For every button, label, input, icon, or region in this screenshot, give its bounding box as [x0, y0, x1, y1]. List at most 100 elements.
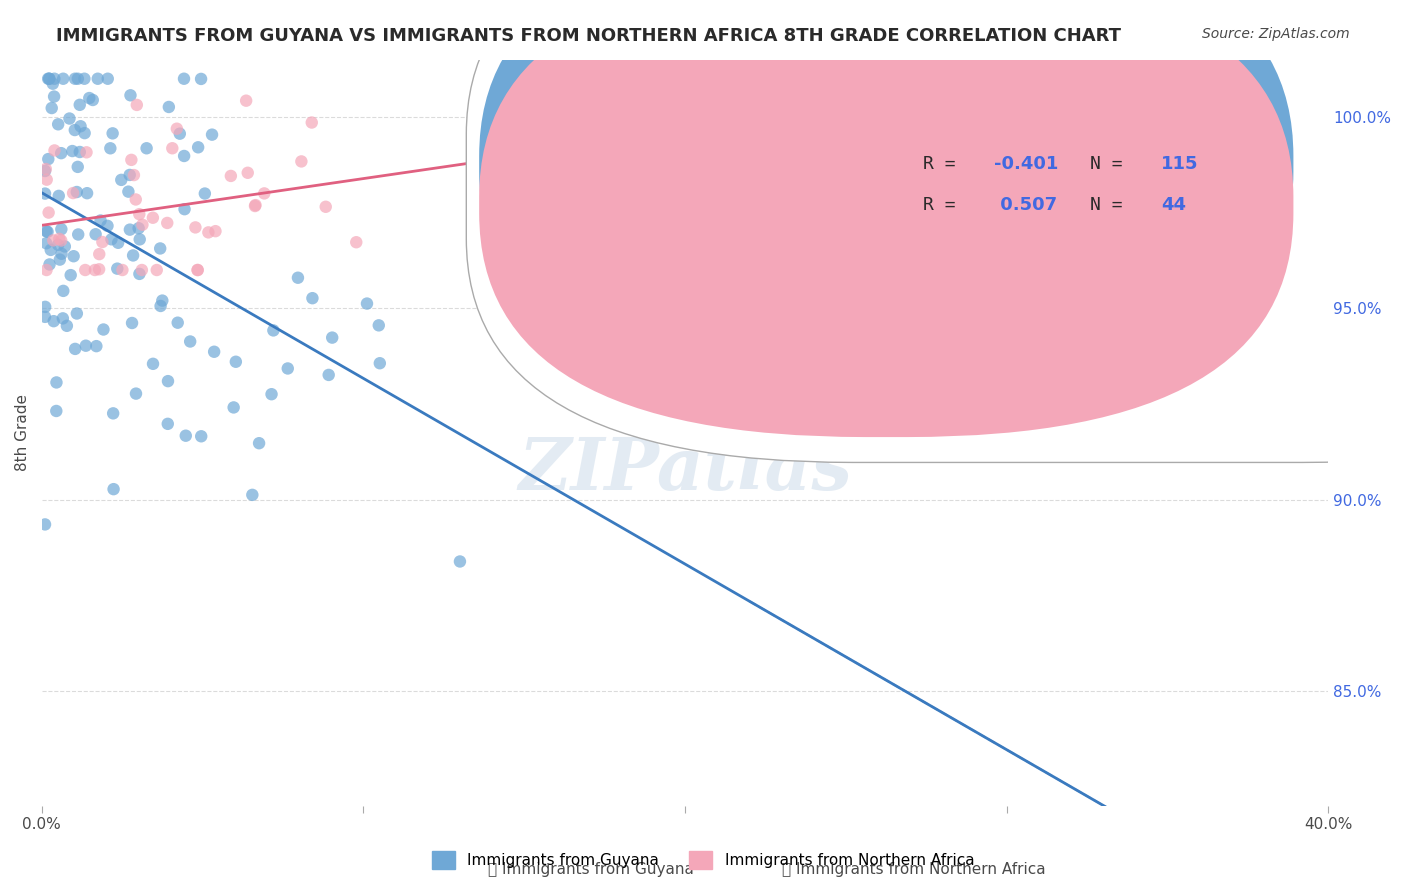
- Text: N =: N =: [1090, 155, 1133, 173]
- Point: [66, 71, 89, 86]
- Point: [76, 145, 98, 160]
- Point: [67, 227, 90, 242]
- Point: [90, 213, 112, 227]
- Point: [118, 168, 141, 182]
- Point: [179, 334, 201, 349]
- Text: Source: ZipAtlas.com: Source: ZipAtlas.com: [1202, 27, 1350, 41]
- Point: [38, 205, 60, 219]
- Point: [169, 127, 191, 141]
- Point: [120, 153, 142, 167]
- Point: [110, 173, 132, 187]
- Point: [52, 284, 75, 298]
- Point: [42, 314, 65, 328]
- Point: [79, 91, 101, 105]
- Point: [93, 322, 115, 336]
- Point: [202, 344, 225, 359]
- Point: [73, 71, 96, 86]
- Point: [44, 71, 66, 86]
- Point: [52, 311, 75, 326]
- Point: [162, 141, 184, 155]
- Point: [107, 235, 129, 250]
- Text: N =: N =: [1090, 196, 1133, 214]
- Point: [37, 152, 59, 166]
- Point: [35, 172, 58, 186]
- Point: [149, 242, 172, 256]
- Point: [321, 330, 343, 344]
- Point: [290, 154, 312, 169]
- Text: R =: R =: [922, 196, 966, 214]
- Point: [91, 235, 114, 249]
- Point: [222, 401, 245, 415]
- Point: [51, 222, 73, 236]
- Point: [75, 339, 97, 353]
- Point: [318, 368, 340, 382]
- Point: [128, 232, 150, 246]
- Point: [156, 374, 179, 388]
- Point: [42, 233, 65, 247]
- Point: [98, 141, 121, 155]
- Point: [66, 306, 89, 320]
- Point: [125, 193, 148, 207]
- Point: [166, 121, 188, 136]
- Point: [89, 247, 111, 261]
- Point: [58, 112, 80, 126]
- Y-axis label: 8th Grade: 8th Grade: [15, 394, 30, 471]
- Point: [235, 94, 257, 108]
- Point: [122, 168, 145, 182]
- Point: [60, 144, 83, 158]
- Text: IMMIGRANTS FROM GUYANA VS IMMIGRANTS FROM NORTHERN AFRICA 8TH GRADE CORRELATION : IMMIGRANTS FROM GUYANA VS IMMIGRANTS FRO…: [56, 27, 1121, 45]
- Point: [45, 404, 67, 418]
- Point: [287, 270, 309, 285]
- Point: [42, 77, 65, 91]
- Point: [128, 207, 150, 221]
- Point: [69, 98, 91, 112]
- Point: [243, 199, 266, 213]
- Point: [69, 120, 91, 134]
- Point: [84, 227, 107, 242]
- Point: [187, 140, 209, 154]
- Point: [39, 243, 62, 257]
- Point: [35, 224, 58, 238]
- Point: [174, 428, 197, 442]
- Point: [34, 186, 56, 201]
- Point: [35, 161, 58, 176]
- Point: [48, 232, 70, 246]
- Point: [204, 224, 226, 238]
- Point: [44, 144, 66, 158]
- Point: [128, 221, 150, 235]
- Point: [131, 218, 153, 232]
- Point: [236, 166, 259, 180]
- Point: [142, 211, 165, 225]
- Point: [103, 482, 125, 496]
- Point: [46, 117, 69, 131]
- Point: [34, 310, 56, 324]
- Point: [48, 189, 70, 203]
- Point: [52, 71, 75, 86]
- Point: [34, 300, 56, 314]
- Text: R =: R =: [922, 155, 966, 173]
- Point: [46, 237, 69, 252]
- Point: [131, 263, 153, 277]
- Point: [247, 436, 270, 450]
- Point: [105, 261, 128, 276]
- Point: [368, 356, 391, 370]
- Text: 115: 115: [1161, 155, 1198, 173]
- Point: [186, 263, 208, 277]
- Point: [63, 71, 86, 86]
- Point: [125, 386, 148, 401]
- Point: [53, 239, 76, 253]
- Point: [356, 296, 378, 310]
- Point: [190, 429, 212, 443]
- Point: [173, 71, 195, 86]
- Point: [97, 71, 120, 86]
- Point: [35, 236, 58, 251]
- Point: [75, 263, 97, 277]
- Point: [34, 164, 56, 178]
- Point: [240, 488, 263, 502]
- Point: [150, 293, 173, 308]
- Legend: Immigrants from Guyana, Immigrants from Northern Africa: Immigrants from Guyana, Immigrants from …: [426, 845, 980, 875]
- Point: [253, 186, 276, 201]
- Point: [262, 323, 284, 337]
- Point: [344, 235, 367, 250]
- Point: [62, 186, 84, 200]
